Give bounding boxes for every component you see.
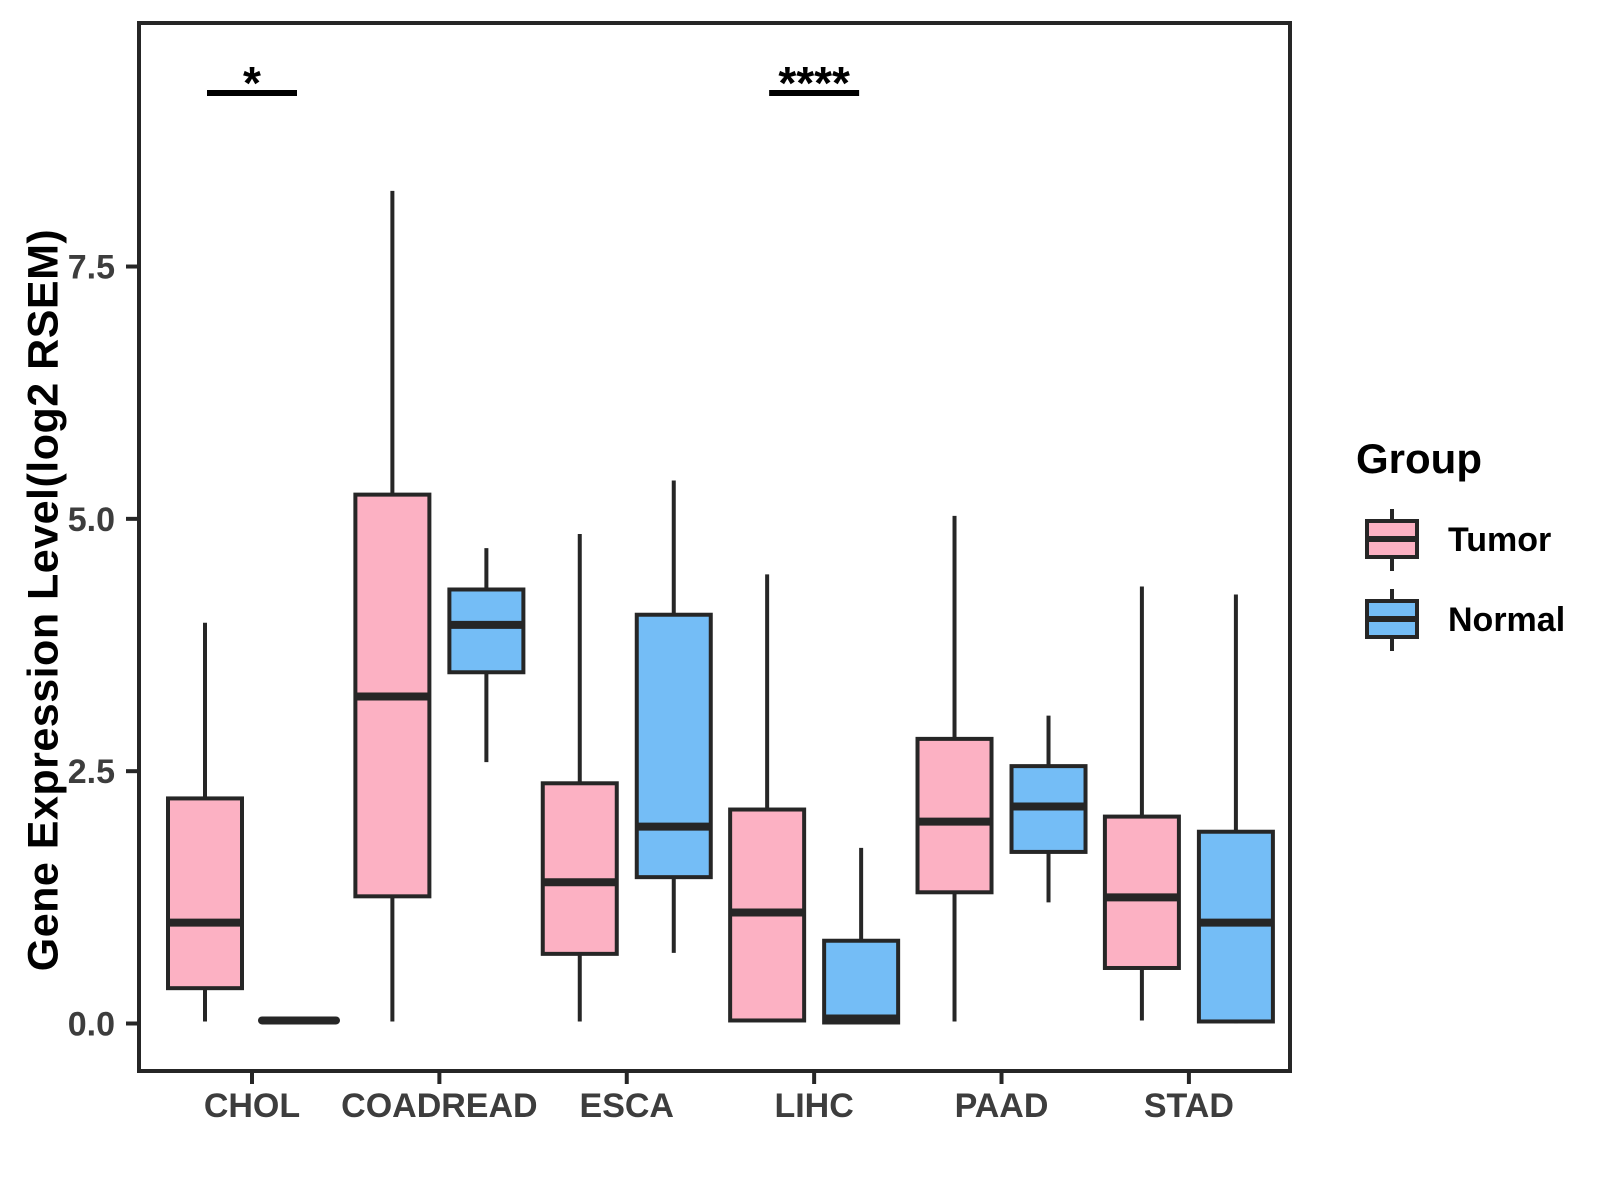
legend-label-normal: Normal (1448, 600, 1566, 639)
y-tick-label-7.5: 7.5 (68, 249, 115, 287)
iqr-box-PAAD-Tumor (915, 736, 994, 895)
box-PAAD-Tumor (915, 515, 994, 1022)
legend: Group Tumor Normal (1330, 435, 1565, 667)
iqr-box-ESCA-Normal (634, 612, 713, 880)
box-PAAD-Normal (1009, 715, 1088, 903)
iqr-box-STAD-Tumor (1102, 814, 1181, 970)
x-tick-label-CHOL: CHOL (204, 1087, 300, 1125)
box-COADREAD-Tumor (353, 190, 432, 1022)
iqr-box-STAD-Normal (1196, 829, 1275, 1024)
box-ESCA-Tumor (540, 533, 619, 1022)
iqr-box-LIHC-Normal (822, 938, 901, 1025)
y-tick-label-2.5: 2.5 (68, 753, 115, 791)
legend-normal-boxplot-icon (1365, 589, 1419, 651)
iqr-box-COADREAD-Normal (447, 587, 526, 675)
legend-title: Group (1356, 435, 1482, 482)
iqr-box-CHOL-Tumor (166, 796, 244, 991)
panel-border (137, 21, 1292, 1073)
box-COADREAD-Normal (447, 548, 526, 763)
box-STAD-Tumor (1102, 586, 1181, 1021)
significance-stars-CHOL: * (243, 57, 261, 109)
y-tick-label-0.0: 0.0 (68, 1006, 115, 1044)
x-tick-label-COADREAD: COADREAD (341, 1087, 537, 1125)
x-tick-label-ESCA: ESCA (580, 1087, 674, 1125)
legend-entry-tumor: Tumor (1364, 507, 1565, 573)
legend-label-tumor: Tumor (1448, 520, 1552, 559)
box-LIHC-Tumor (728, 574, 807, 1023)
x-tick-label-PAAD: PAAD (955, 1087, 1049, 1125)
box-LIHC-Normal (822, 847, 901, 1025)
significance-stars-LIHC: **** (778, 57, 850, 109)
box-CHOL-Tumor (166, 622, 244, 1022)
iqr-box-ESCA-Tumor (540, 781, 619, 956)
box-CHOL-Normal (258, 1016, 340, 1025)
box-ESCA-Normal (634, 480, 713, 953)
legend-tumor-boxplot-icon (1365, 509, 1419, 571)
y-tick-label-5.0: 5.0 (68, 501, 115, 539)
box-STAD-Normal (1196, 594, 1275, 1024)
x-tick-label-STAD: STAD (1144, 1087, 1234, 1125)
legend-entry-normal: Normal (1364, 587, 1565, 653)
x-tick-label-LIHC: LIHC (774, 1087, 853, 1125)
